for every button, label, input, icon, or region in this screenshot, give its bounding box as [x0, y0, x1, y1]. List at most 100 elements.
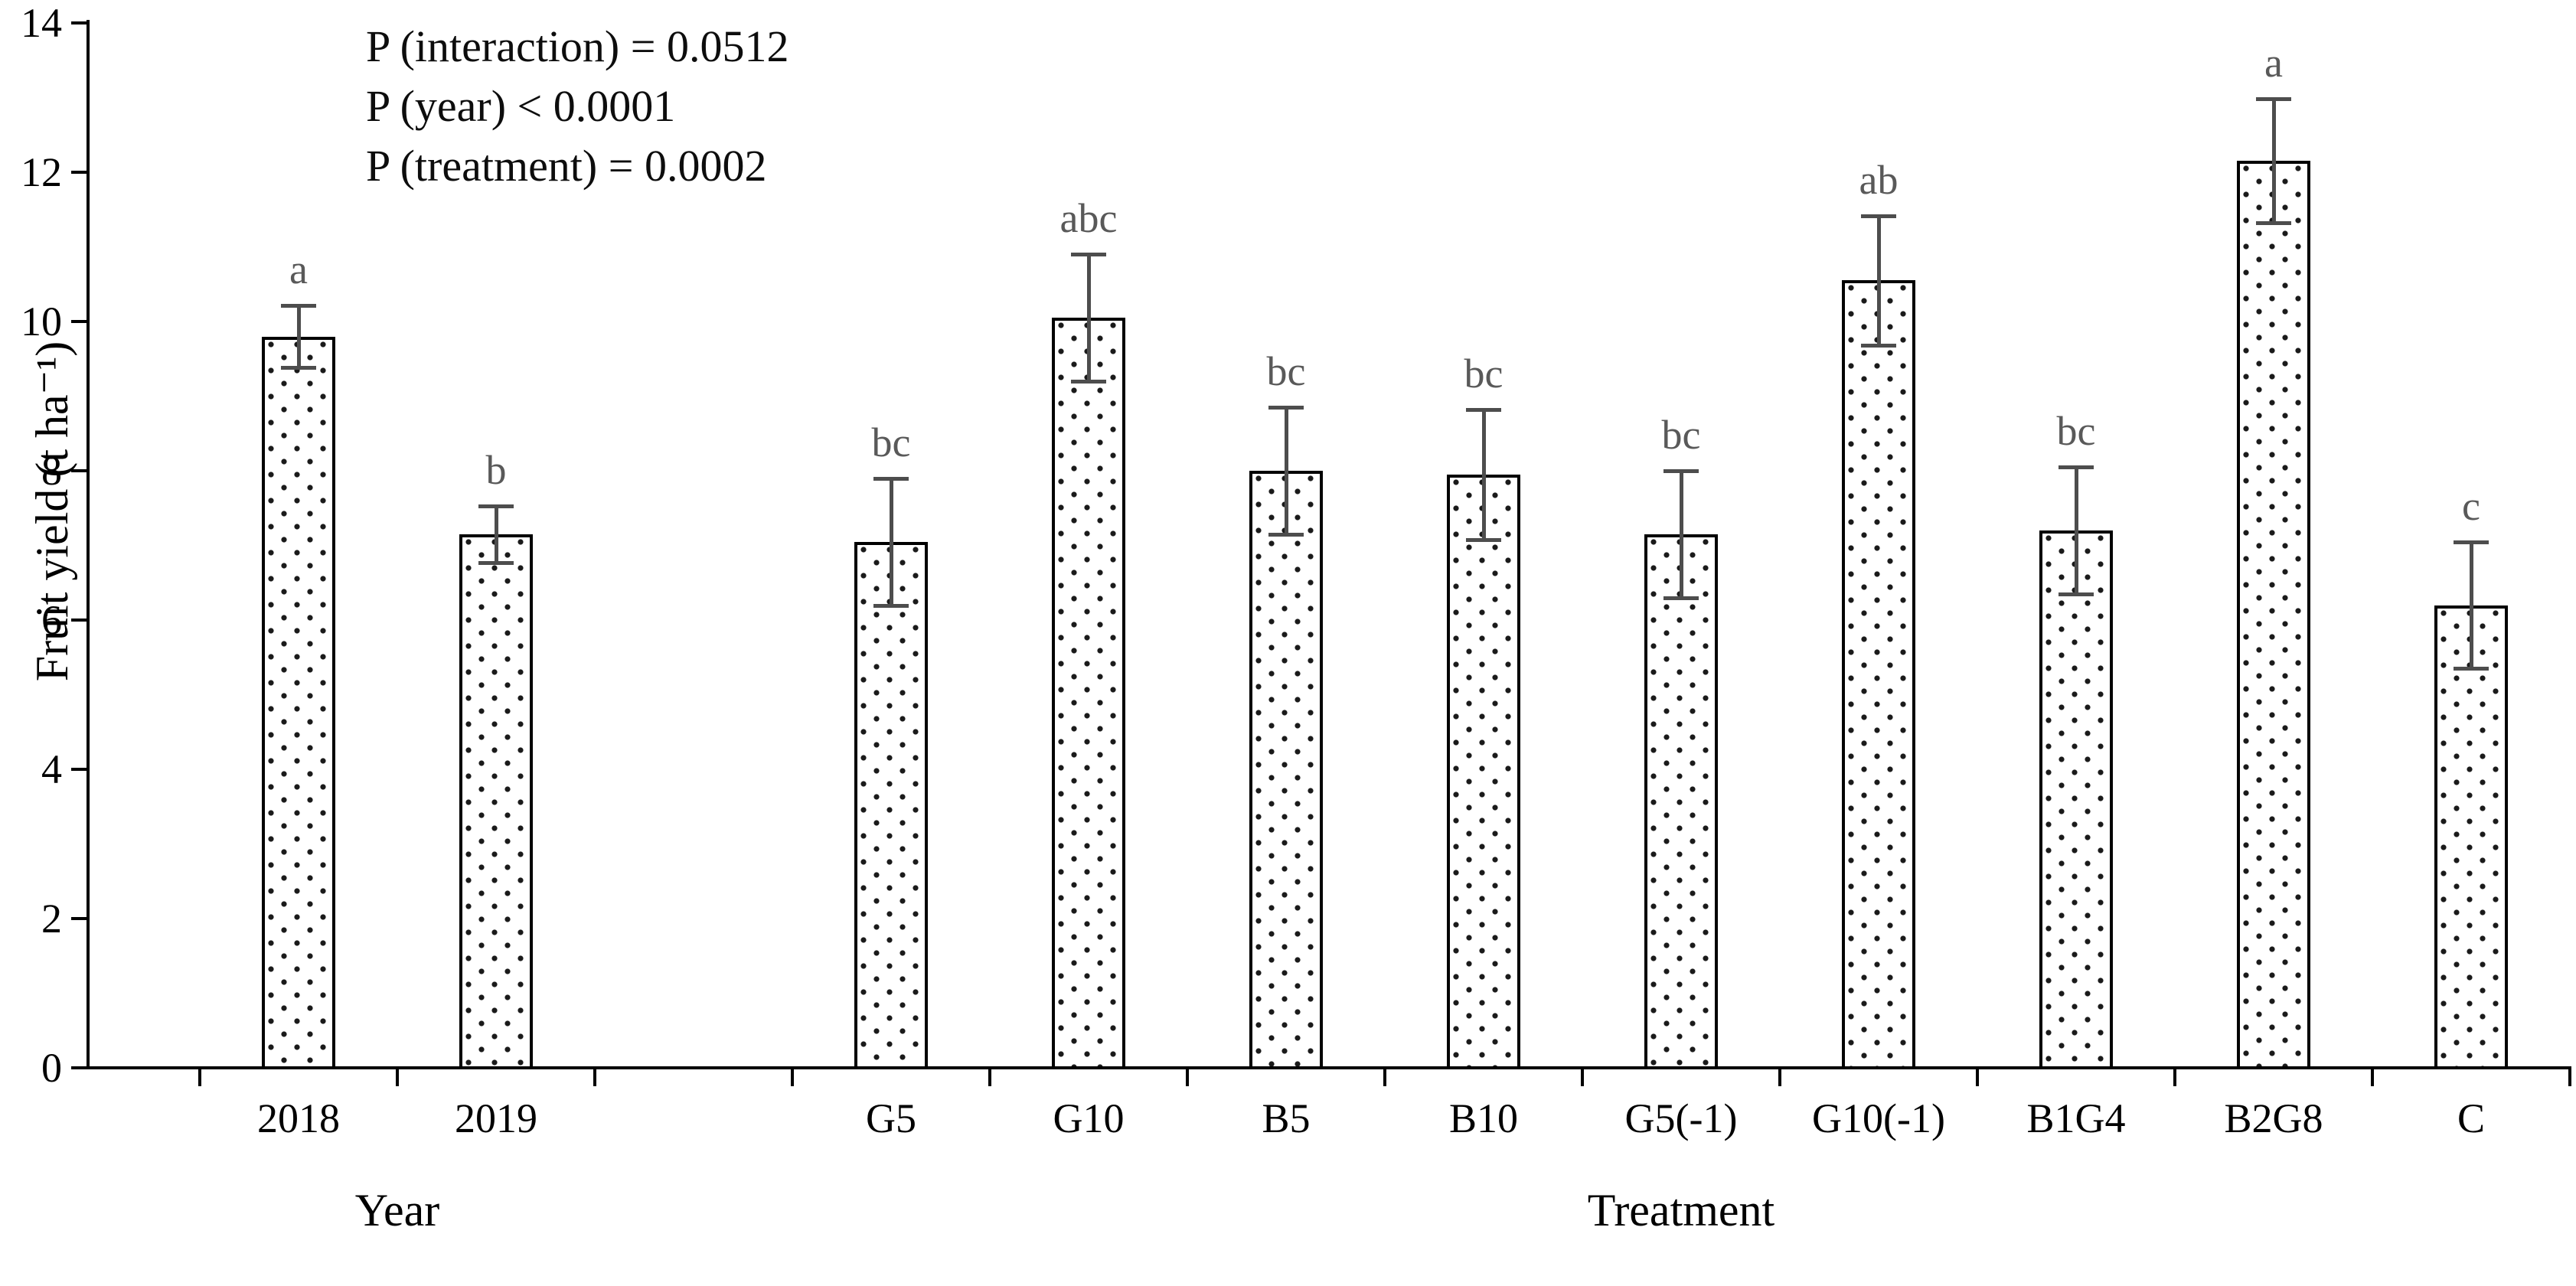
x-axis-group-label-year: Year	[354, 1185, 440, 1235]
y-tick-mark	[71, 917, 88, 920]
error-bar-line	[1284, 407, 1288, 534]
error-bar-cap-top	[1071, 253, 1106, 257]
x-tick-mark	[2173, 1069, 2176, 1086]
y-tick-label: 12	[21, 149, 62, 195]
significance-letter: ab	[1859, 156, 1899, 203]
error-bar-line	[889, 478, 893, 605]
error-bar-cap-bottom	[2059, 592, 2094, 596]
x-tick-label: G5(-1)	[1624, 1095, 1738, 1141]
error-bar-cap-top	[2059, 465, 2094, 470]
error-bar-cap-top	[478, 504, 514, 508]
bar-G5	[854, 541, 928, 1069]
bar-B5	[1249, 471, 1323, 1069]
x-tick-label: G10(-1)	[1812, 1095, 1945, 1141]
error-bar-cap-top	[1466, 408, 1501, 413]
annotation-p-treatment: P (treatment) = 0.0002	[366, 141, 767, 191]
significance-letter: a	[289, 246, 308, 292]
significance-letter: b	[485, 446, 507, 493]
y-tick-label: 4	[41, 746, 62, 792]
x-tick-mark	[1778, 1069, 1781, 1086]
error-bar-line	[2074, 467, 2078, 594]
bar-2019	[459, 534, 533, 1069]
bar-B10	[1447, 474, 1520, 1069]
y-tick-mark	[71, 21, 88, 24]
y-axis-line	[87, 20, 90, 1069]
annotation-p-year: P (year) < 0.0001	[366, 81, 676, 131]
significance-letter: bc	[1464, 351, 1503, 397]
significance-letter: abc	[1059, 195, 1118, 242]
error-bar-line	[2271, 99, 2276, 224]
x-tick-label: B1G4	[2026, 1095, 2126, 1141]
x-tick-mark	[1186, 1069, 1189, 1086]
bar-C	[2434, 605, 2508, 1069]
x-tick-mark	[791, 1069, 794, 1086]
y-tick-mark	[71, 619, 88, 622]
error-bar-cap-bottom	[281, 366, 316, 370]
x-tick-mark	[1581, 1069, 1584, 1086]
error-bar-cap-bottom	[2256, 221, 2291, 226]
x-tick-mark	[593, 1069, 596, 1086]
bar-2018	[262, 336, 335, 1069]
error-bar-cap-top	[1268, 406, 1304, 410]
error-bar-cap-bottom	[1466, 537, 1501, 542]
error-bar-cap-bottom	[1268, 532, 1304, 537]
x-axis-line	[87, 1066, 2571, 1069]
x-tick-label: B2G8	[2224, 1095, 2323, 1141]
error-bar-cap-bottom	[1071, 380, 1106, 384]
error-bar-cap-top	[1861, 214, 1896, 218]
error-bar-line	[1876, 215, 1881, 346]
x-tick-label: G10	[1053, 1095, 1125, 1141]
x-tick-label: B10	[1448, 1095, 1519, 1141]
annotation-p-interaction: P (interaction) = 0.0512	[366, 21, 789, 71]
y-tick-label: 10	[21, 299, 62, 344]
y-tick-mark	[71, 320, 88, 323]
p-value-annotations: P (interaction) = 0.0512 P (year) < 0.00…	[366, 17, 788, 196]
error-bar-line	[2469, 541, 2473, 669]
error-bar-line	[1086, 254, 1091, 381]
bar-B2G8	[2237, 161, 2310, 1069]
error-bar-cap-bottom	[2454, 667, 2489, 671]
x-tick-mark	[2371, 1069, 2374, 1086]
significance-letter: a	[2264, 40, 2283, 86]
y-tick-mark	[71, 1066, 88, 1069]
x-tick-mark	[2568, 1069, 2571, 1086]
error-bar-cap-top	[873, 476, 909, 481]
x-axis-group-label-treatment: Treatment	[1587, 1185, 1775, 1235]
y-tick-mark	[71, 171, 88, 174]
error-bar-line	[1481, 410, 1486, 540]
x-tick-label: C	[2457, 1095, 2486, 1141]
y-tick-label: 6	[41, 597, 62, 643]
x-tick-label: 2018	[257, 1095, 340, 1141]
x-tick-label: G5	[866, 1095, 916, 1141]
x-tick-label: 2019	[455, 1095, 537, 1141]
significance-letter: bc	[1661, 412, 1701, 458]
significance-letter: c	[2462, 482, 2480, 529]
y-tick-label: 0	[41, 1045, 62, 1091]
bar-B1G4	[2039, 530, 2113, 1069]
x-tick-mark	[988, 1069, 991, 1086]
error-bar-line	[1679, 471, 1683, 598]
y-tick-mark	[71, 469, 88, 472]
y-tick-mark	[71, 768, 88, 771]
error-bar-line	[494, 505, 498, 563]
x-tick-mark	[1976, 1069, 1979, 1086]
bar-G10(-1)	[1842, 280, 1915, 1069]
error-bar-cap-bottom	[478, 560, 514, 565]
significance-letter: bc	[1266, 348, 1306, 395]
x-tick-mark	[1383, 1069, 1386, 1086]
y-tick-label: 14	[21, 0, 62, 46]
x-tick-label: B5	[1262, 1095, 1311, 1141]
error-bar-cap-top	[2454, 540, 2489, 544]
error-bar-line	[296, 305, 301, 368]
significance-letter: bc	[2056, 408, 2096, 455]
significance-letter: bc	[871, 419, 911, 465]
x-tick-mark	[198, 1069, 201, 1086]
y-tick-label: 8	[41, 448, 62, 494]
error-bar-cap-bottom	[1663, 596, 1699, 600]
error-bar-cap-bottom	[873, 603, 909, 608]
error-bar-cap-top	[2256, 97, 2291, 102]
bar-G5(-1)	[1644, 534, 1718, 1069]
x-tick-mark	[396, 1069, 399, 1086]
error-bar-cap-bottom	[1861, 344, 1896, 348]
